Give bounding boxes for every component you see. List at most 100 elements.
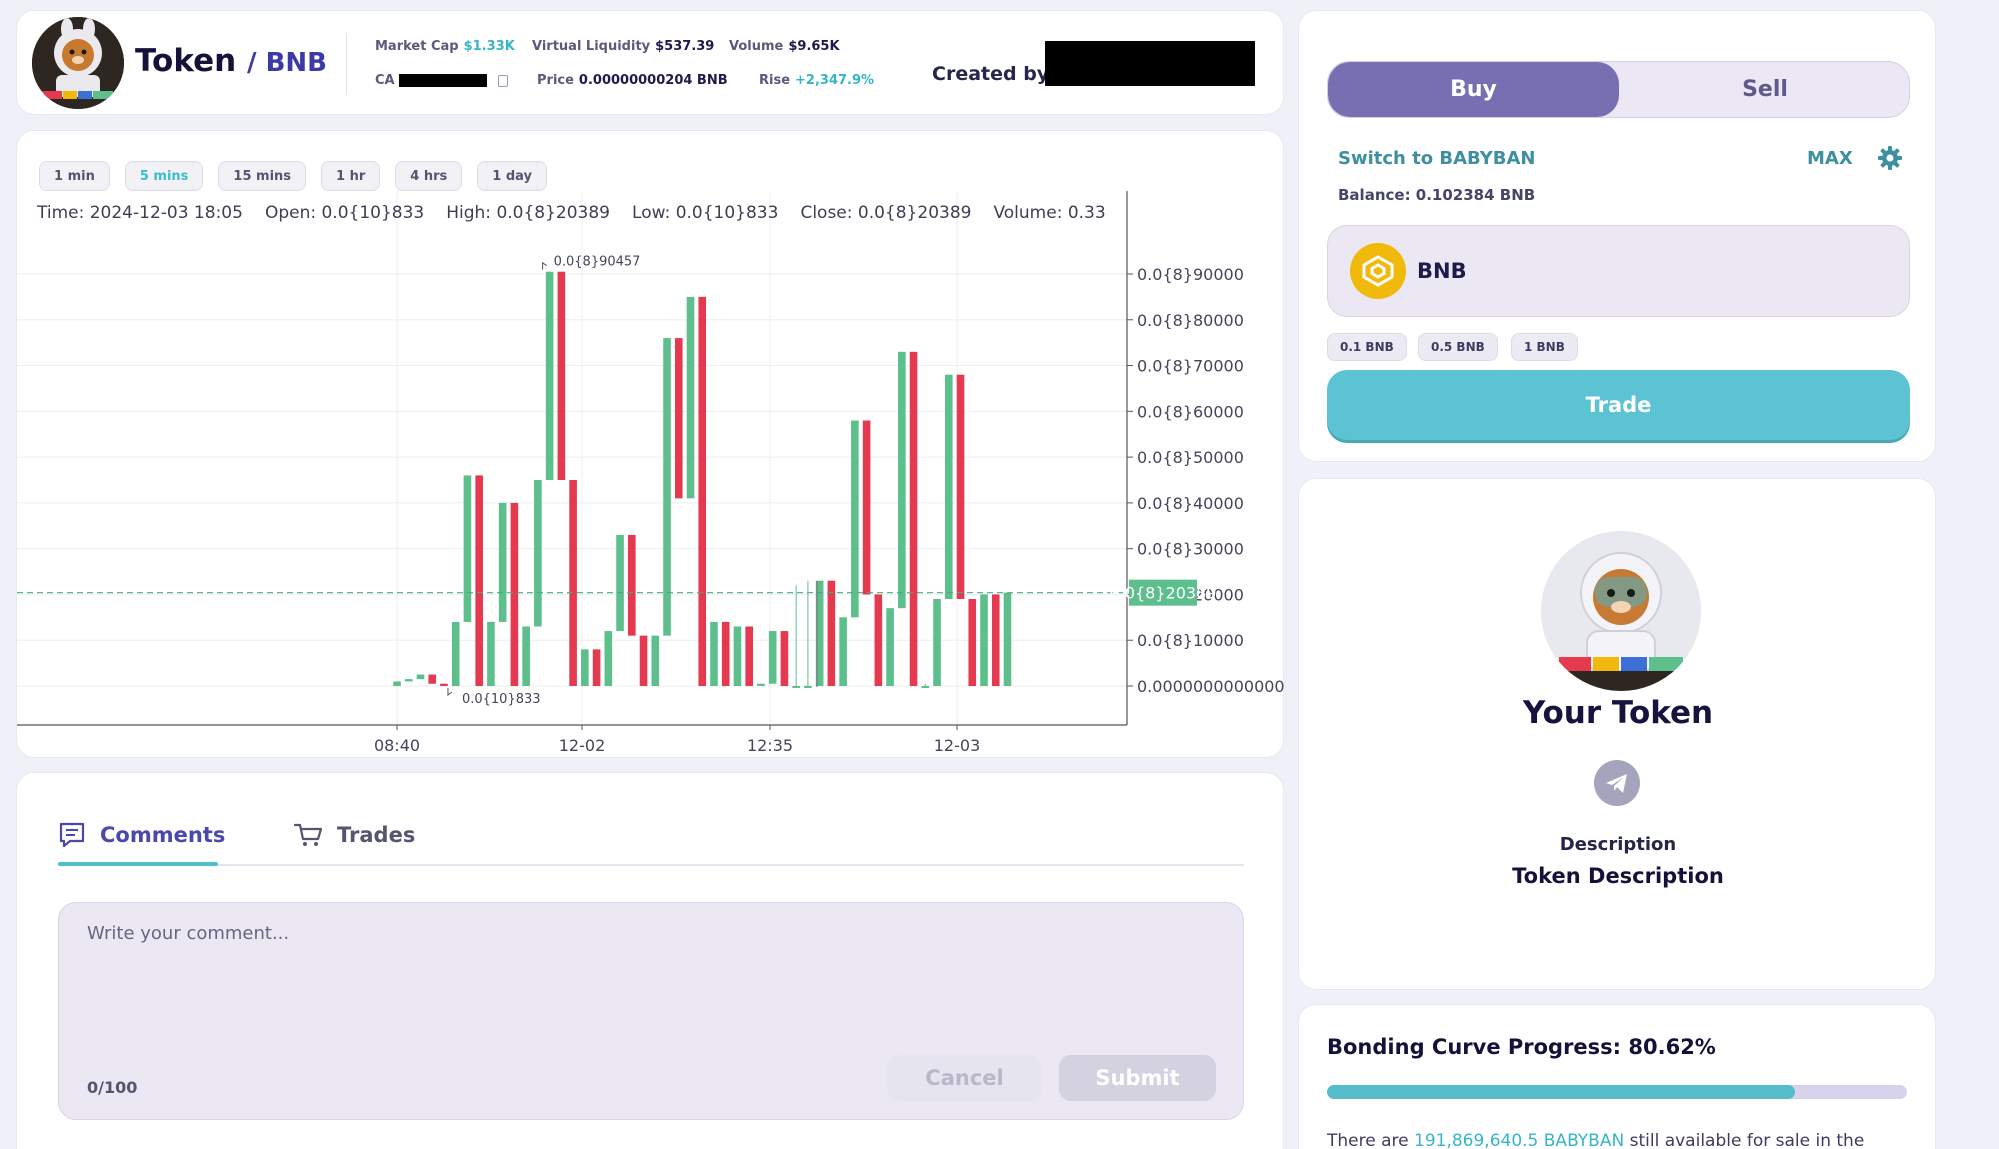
high-marker-arrow — [542, 261, 547, 270]
header-divider — [346, 33, 347, 95]
candle — [757, 683, 765, 686]
candle — [522, 626, 530, 686]
currency-label: BNB — [1417, 259, 1467, 283]
bonding-curve-card: Bonding Curve Progress: 80.62% There are… — [1298, 1004, 1936, 1149]
timeframe-15-mins[interactable]: 15 mins — [218, 161, 307, 191]
contract-address: CA — [375, 73, 508, 88]
buy-tab[interactable]: Buy — [1328, 62, 1619, 117]
price-stat: Price 0.00000000204 BNB — [537, 73, 728, 88]
candle — [416, 674, 425, 680]
telegram-icon[interactable] — [1594, 760, 1640, 806]
trade-button[interactable]: Trade — [1327, 370, 1910, 440]
ohlc-volume: Volume: 0.33 — [993, 203, 1106, 223]
comments-card: Comments Trades 0/100 Cancel Submit — [16, 772, 1284, 1149]
y-tick-label: 0.0000000000000 — [1137, 677, 1285, 696]
tab-comments-label: Comments — [100, 823, 226, 847]
timeframe-selector: 1 min 5 mins 15 mins 1 hr 4 hrs 1 day — [39, 161, 547, 191]
timeframe-4-hrs[interactable]: 4 hrs — [395, 161, 463, 191]
candle — [581, 649, 589, 686]
current-price-label: 0.0{8}20389 — [1110, 584, 1217, 603]
high-marker-label: 0.0{8}90457 — [554, 255, 641, 270]
candle — [616, 534, 624, 632]
tab-divider — [58, 864, 1244, 866]
tab-trades[interactable]: Trades — [293, 822, 415, 848]
candle — [534, 480, 542, 627]
gear-icon[interactable] — [1877, 145, 1903, 171]
y-tick-label: 0.0{8}80000 — [1137, 311, 1244, 330]
quick-amount-0.1[interactable]: 0.1 BNB — [1327, 333, 1407, 361]
virtual-liquidity-value: $537.39 — [655, 39, 715, 54]
timeframe-1-day[interactable]: 1 day — [477, 161, 547, 191]
candle — [898, 351, 906, 609]
candle — [686, 296, 695, 499]
x-tick-label: 08:40 — [374, 736, 420, 755]
ohlc-close: Close: 0.0{8}20389 — [800, 203, 972, 223]
candle — [862, 420, 871, 595]
bnb-icon — [1350, 243, 1406, 299]
rise-stat: Rise +2,347.9% — [759, 73, 874, 88]
candle — [639, 635, 648, 686]
bonding-remaining-amount[interactable]: 191,869,640.5 BABYBAN — [1414, 1131, 1625, 1149]
bonding-text-prefix: There are — [1327, 1131, 1409, 1149]
cancel-button[interactable]: Cancel — [887, 1055, 1042, 1101]
y-tick-label: 0.0{8}30000 — [1137, 540, 1244, 559]
market-cap-label: Market Cap — [375, 39, 459, 54]
buy-sell-toggle: Buy Sell — [1327, 61, 1910, 118]
candle — [815, 580, 824, 686]
active-tab-indicator — [58, 862, 218, 866]
rise-label: Rise — [759, 73, 791, 88]
bonding-title: Bonding Curve Progress: 80.62% — [1327, 1035, 1716, 1059]
candle — [1003, 592, 1012, 686]
comment-box: 0/100 Cancel Submit — [58, 902, 1244, 1120]
y-tick-label: 0.0{8}40000 — [1137, 494, 1244, 513]
amount-field: BNB — [1327, 225, 1910, 317]
low-marker-label: 0.0{10}833 — [462, 692, 541, 707]
description-text: Token Description — [1512, 864, 1724, 888]
ohlc-high: High: 0.0{8}20389 — [446, 203, 611, 223]
submit-button[interactable]: Submit — [1059, 1055, 1216, 1101]
amount-input[interactable] — [1488, 252, 1888, 292]
created-by: Created by — [932, 63, 1049, 85]
y-tick-label: 0.0{8}50000 — [1137, 448, 1244, 467]
switch-token-link[interactable]: Switch to BABYBAN — [1338, 148, 1536, 169]
quick-amount-1[interactable]: 1 BNB — [1511, 333, 1578, 361]
tab-trades-label: Trades — [337, 823, 416, 847]
quick-amount-0.5[interactable]: 0.5 BNB — [1418, 333, 1498, 361]
market-cap-stat: Market Cap $1.33K — [375, 39, 515, 54]
ohlc-low: Low: 0.0{10}833 — [632, 203, 779, 223]
ohlc-open: Open: 0.0{10}833 — [264, 203, 425, 223]
y-tick-label: 0.0{8}60000 — [1137, 402, 1244, 421]
candle — [745, 626, 753, 686]
candlestick-chart[interactable]: 0.0{8}90000 0.0{8}80000 0.0{8}70000 0.0{8}6… — [17, 131, 1285, 759]
candle — [651, 635, 660, 686]
candle — [463, 475, 472, 622]
token-display-name: Your Token — [1522, 695, 1714, 731]
balance-text: Balance: 0.102384 BNB — [1338, 186, 1536, 204]
redacted-address — [399, 74, 488, 87]
timeframe-5-mins[interactable]: 5 mins — [124, 161, 204, 191]
price-chart-card: 0.0{8}90000 0.0{8}80000 0.0{8}70000 0.0{8}6… — [16, 130, 1285, 759]
tab-comments[interactable]: Comments — [58, 822, 225, 848]
timeframe-1-hr[interactable]: 1 hr — [321, 161, 381, 191]
max-button[interactable]: MAX — [1807, 148, 1853, 169]
candle — [557, 271, 566, 480]
candle — [733, 626, 742, 686]
candle — [393, 681, 401, 686]
sell-tab[interactable]: Sell — [1742, 77, 1788, 102]
candle — [968, 599, 977, 686]
timeframe-1-min[interactable]: 1 min — [39, 161, 110, 191]
x-tick-label: 12-03 — [934, 736, 981, 755]
token-avatar — [1541, 531, 1701, 691]
candle — [991, 594, 1000, 686]
description-label: Description — [1559, 834, 1677, 855]
x-tick-label: 12-02 — [559, 736, 606, 755]
copy-icon[interactable] — [497, 74, 508, 87]
candle — [451, 621, 460, 686]
comment-input[interactable] — [87, 923, 1187, 1033]
candle — [510, 502, 519, 686]
candle — [980, 594, 988, 686]
virtual-liquidity-label: Virtual Liquidity — [532, 39, 651, 54]
token-name: Token — [135, 43, 237, 79]
candle — [874, 594, 883, 686]
volume-stat: Volume $9.65K — [729, 39, 840, 54]
